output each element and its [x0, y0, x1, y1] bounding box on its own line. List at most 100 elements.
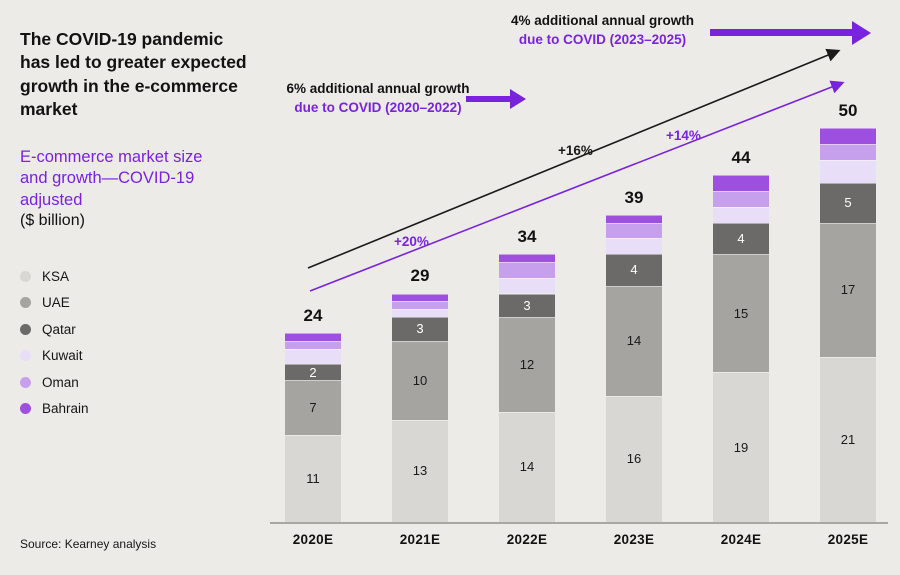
bar-total-label: 39 — [624, 187, 644, 207]
bar-segment-kuwait — [285, 348, 341, 365]
x-axis-label: 2022E — [506, 532, 548, 547]
bar-segment-bahrain — [285, 332, 341, 341]
bar-segment-value: 16 — [626, 451, 642, 467]
bar-segment-kuwait — [606, 238, 662, 255]
bar-segment-uae: 7 — [285, 380, 341, 436]
legend-label: Qatar — [42, 321, 76, 337]
bar-segment-qatar: 4 — [606, 254, 662, 286]
annotation-line1: 4% additional annual growth — [510, 13, 694, 28]
bar-segment-bahrain — [606, 214, 662, 223]
bar-segment-oman — [606, 222, 662, 239]
bar-segment-kuwait — [392, 309, 448, 318]
annotation-line1: 6% additional annual growth — [286, 81, 470, 96]
bar-segment-value: 10 — [412, 372, 428, 388]
bar-segment-value: 2 — [309, 364, 317, 380]
bar-segment-oman — [713, 191, 769, 207]
bar-segment-kuwait — [499, 277, 555, 294]
page-title: The COVID-19 pandemic has led to greater… — [20, 29, 247, 119]
legend-dot — [20, 270, 31, 282]
bar-segment-ksa: 11 — [285, 435, 341, 522]
annotation-covid-2023-2025: 4% additional annual growth due to COVID… — [500, 12, 705, 50]
bar-segment-uae: 15 — [713, 254, 769, 373]
bar-total-label: 34 — [517, 227, 537, 247]
bar-total-label: 24 — [303, 305, 323, 325]
bar-segment-value: 21 — [840, 431, 856, 447]
bar-segment-value: 14 — [626, 333, 642, 349]
bar-segment-kuwait — [820, 159, 876, 184]
bar-segment-bahrain — [713, 175, 769, 192]
covid-6pct-arrow — [466, 96, 510, 102]
bar-segment-value: 13 — [412, 463, 428, 479]
bar-segment-value: 19 — [733, 439, 749, 455]
legend-label: KSA — [42, 268, 70, 284]
bar-segment-ksa: 16 — [606, 395, 662, 522]
bar-segment-value: 12 — [519, 356, 535, 372]
legend-label: Oman — [42, 374, 79, 390]
bar-segment-value: 3 — [416, 321, 424, 337]
bar-segment-bahrain — [820, 128, 876, 144]
bar-segment-qatar: 5 — [820, 183, 876, 223]
annotation-line2: due to COVID (2020–2022) — [294, 99, 462, 115]
growth-label: +20% — [394, 234, 429, 249]
bar-segment-oman — [499, 261, 555, 278]
bar-segment-oman — [820, 143, 876, 160]
bar-segment-value: 15 — [733, 305, 749, 321]
bar-segment-uae: 14 — [606, 285, 662, 396]
x-axis-label: 2024E — [720, 532, 762, 547]
bar-segment-value: 14 — [519, 459, 535, 475]
legend-dot — [20, 297, 31, 309]
bar-segment-value: 4 — [737, 230, 745, 246]
bar-segment-ksa: 21 — [820, 356, 876, 522]
bar-segment-oman — [285, 340, 341, 349]
legend: KSA UAE Qatar Kuwait Oman Bahrain — [20, 263, 89, 422]
bar-segment-uae: 10 — [392, 340, 448, 420]
bar-segment-ksa: 14 — [499, 411, 555, 522]
bar-segment-bahrain — [392, 293, 448, 302]
bar-segment-qatar: 3 — [499, 293, 555, 318]
chart-unit-label: ($ billion) — [20, 212, 85, 229]
annotation-line2: due to COVID (2023–2025) — [518, 31, 687, 47]
legend-dot — [20, 350, 31, 362]
bar-segment-qatar: 3 — [392, 317, 448, 341]
bar-segment-oman — [392, 301, 448, 310]
bar-total-label: 44 — [731, 148, 751, 168]
legend-item-qatar: Qatar — [20, 316, 89, 343]
x-axis-label: 2021E — [399, 532, 441, 547]
source-note: Source: Kearney analysis — [20, 537, 157, 551]
legend-item-bahrain: Bahrain — [20, 396, 89, 423]
bar-segment-value: 5 — [844, 195, 852, 211]
bar-segment-value: 4 — [630, 262, 638, 278]
bar-total-label: 29 — [410, 266, 430, 286]
legend-dot — [20, 376, 31, 388]
bar-segment-uae: 12 — [499, 317, 555, 412]
bar-segment-uae: 17 — [820, 222, 876, 357]
legend-item-kuwait: Kuwait — [20, 343, 89, 370]
legend-label: UAE — [42, 295, 70, 311]
x-axis-label: 2025E — [827, 532, 869, 547]
bar-segment-value: 7 — [309, 400, 317, 416]
bar-total-label: 50 — [838, 101, 858, 120]
covid-4pct-arrow — [710, 29, 852, 36]
legend-dot — [20, 323, 31, 335]
x-axis-line — [270, 522, 888, 524]
bar-segment-bahrain — [499, 254, 555, 262]
bar-segment-ksa: 13 — [392, 419, 448, 522]
bar-segment-value: 3 — [523, 297, 531, 313]
bar-segment-value: 11 — [306, 471, 320, 487]
bar-segment-kuwait — [713, 206, 769, 223]
bar-segment-qatar: 4 — [713, 222, 769, 255]
growth-label: +14% — [666, 128, 701, 143]
annotation-covid-2020-2022: 6% additional annual growth due to COVID… — [282, 80, 474, 118]
legend-item-uae: UAE — [20, 290, 89, 317]
x-axis-label: 2020E — [292, 532, 334, 547]
x-axis-label: 2023E — [613, 532, 655, 547]
legend-dot — [20, 403, 31, 415]
growth-label: +16% — [558, 143, 593, 158]
legend-label: Bahrain — [42, 401, 89, 417]
legend-item-oman: Oman — [20, 369, 89, 396]
bar-segment-value: 17 — [840, 282, 856, 298]
bar-segment-ksa: 19 — [713, 372, 769, 522]
bar-segment-qatar: 2 — [285, 364, 341, 381]
chart-subtitle: E-commerce market size and growth—COVID-… — [20, 148, 203, 209]
legend-item-ksa: KSA — [20, 263, 89, 290]
